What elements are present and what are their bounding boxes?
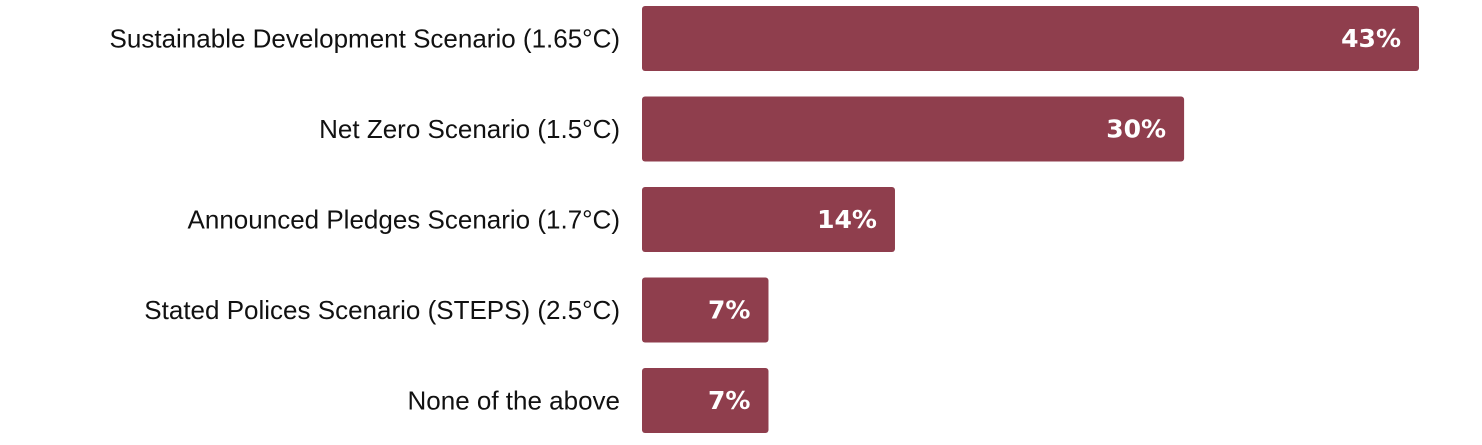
category-label: None of the above — [408, 386, 621, 416]
bar-value-label: 30% — [1106, 115, 1166, 144]
bar — [642, 96, 1185, 162]
bar — [642, 6, 1420, 71]
bar-value-label: 14% — [817, 205, 877, 234]
category-label: Sustainable Development Scenario (1.65°C… — [110, 24, 620, 54]
bar-value-label: 7% — [708, 386, 750, 415]
bar — [642, 277, 769, 343]
category-label: Stated Polices Scenario (STEPS) (2.5°C) — [144, 295, 620, 325]
category-label: Net Zero Scenario (1.5°C) — [319, 114, 620, 144]
bar — [642, 187, 895, 252]
bar — [642, 368, 769, 433]
category-label: Announced Pledges Scenario (1.7°C) — [188, 205, 620, 235]
bar-value-label: 7% — [708, 296, 750, 325]
bar-value-label: 43% — [1341, 24, 1401, 53]
